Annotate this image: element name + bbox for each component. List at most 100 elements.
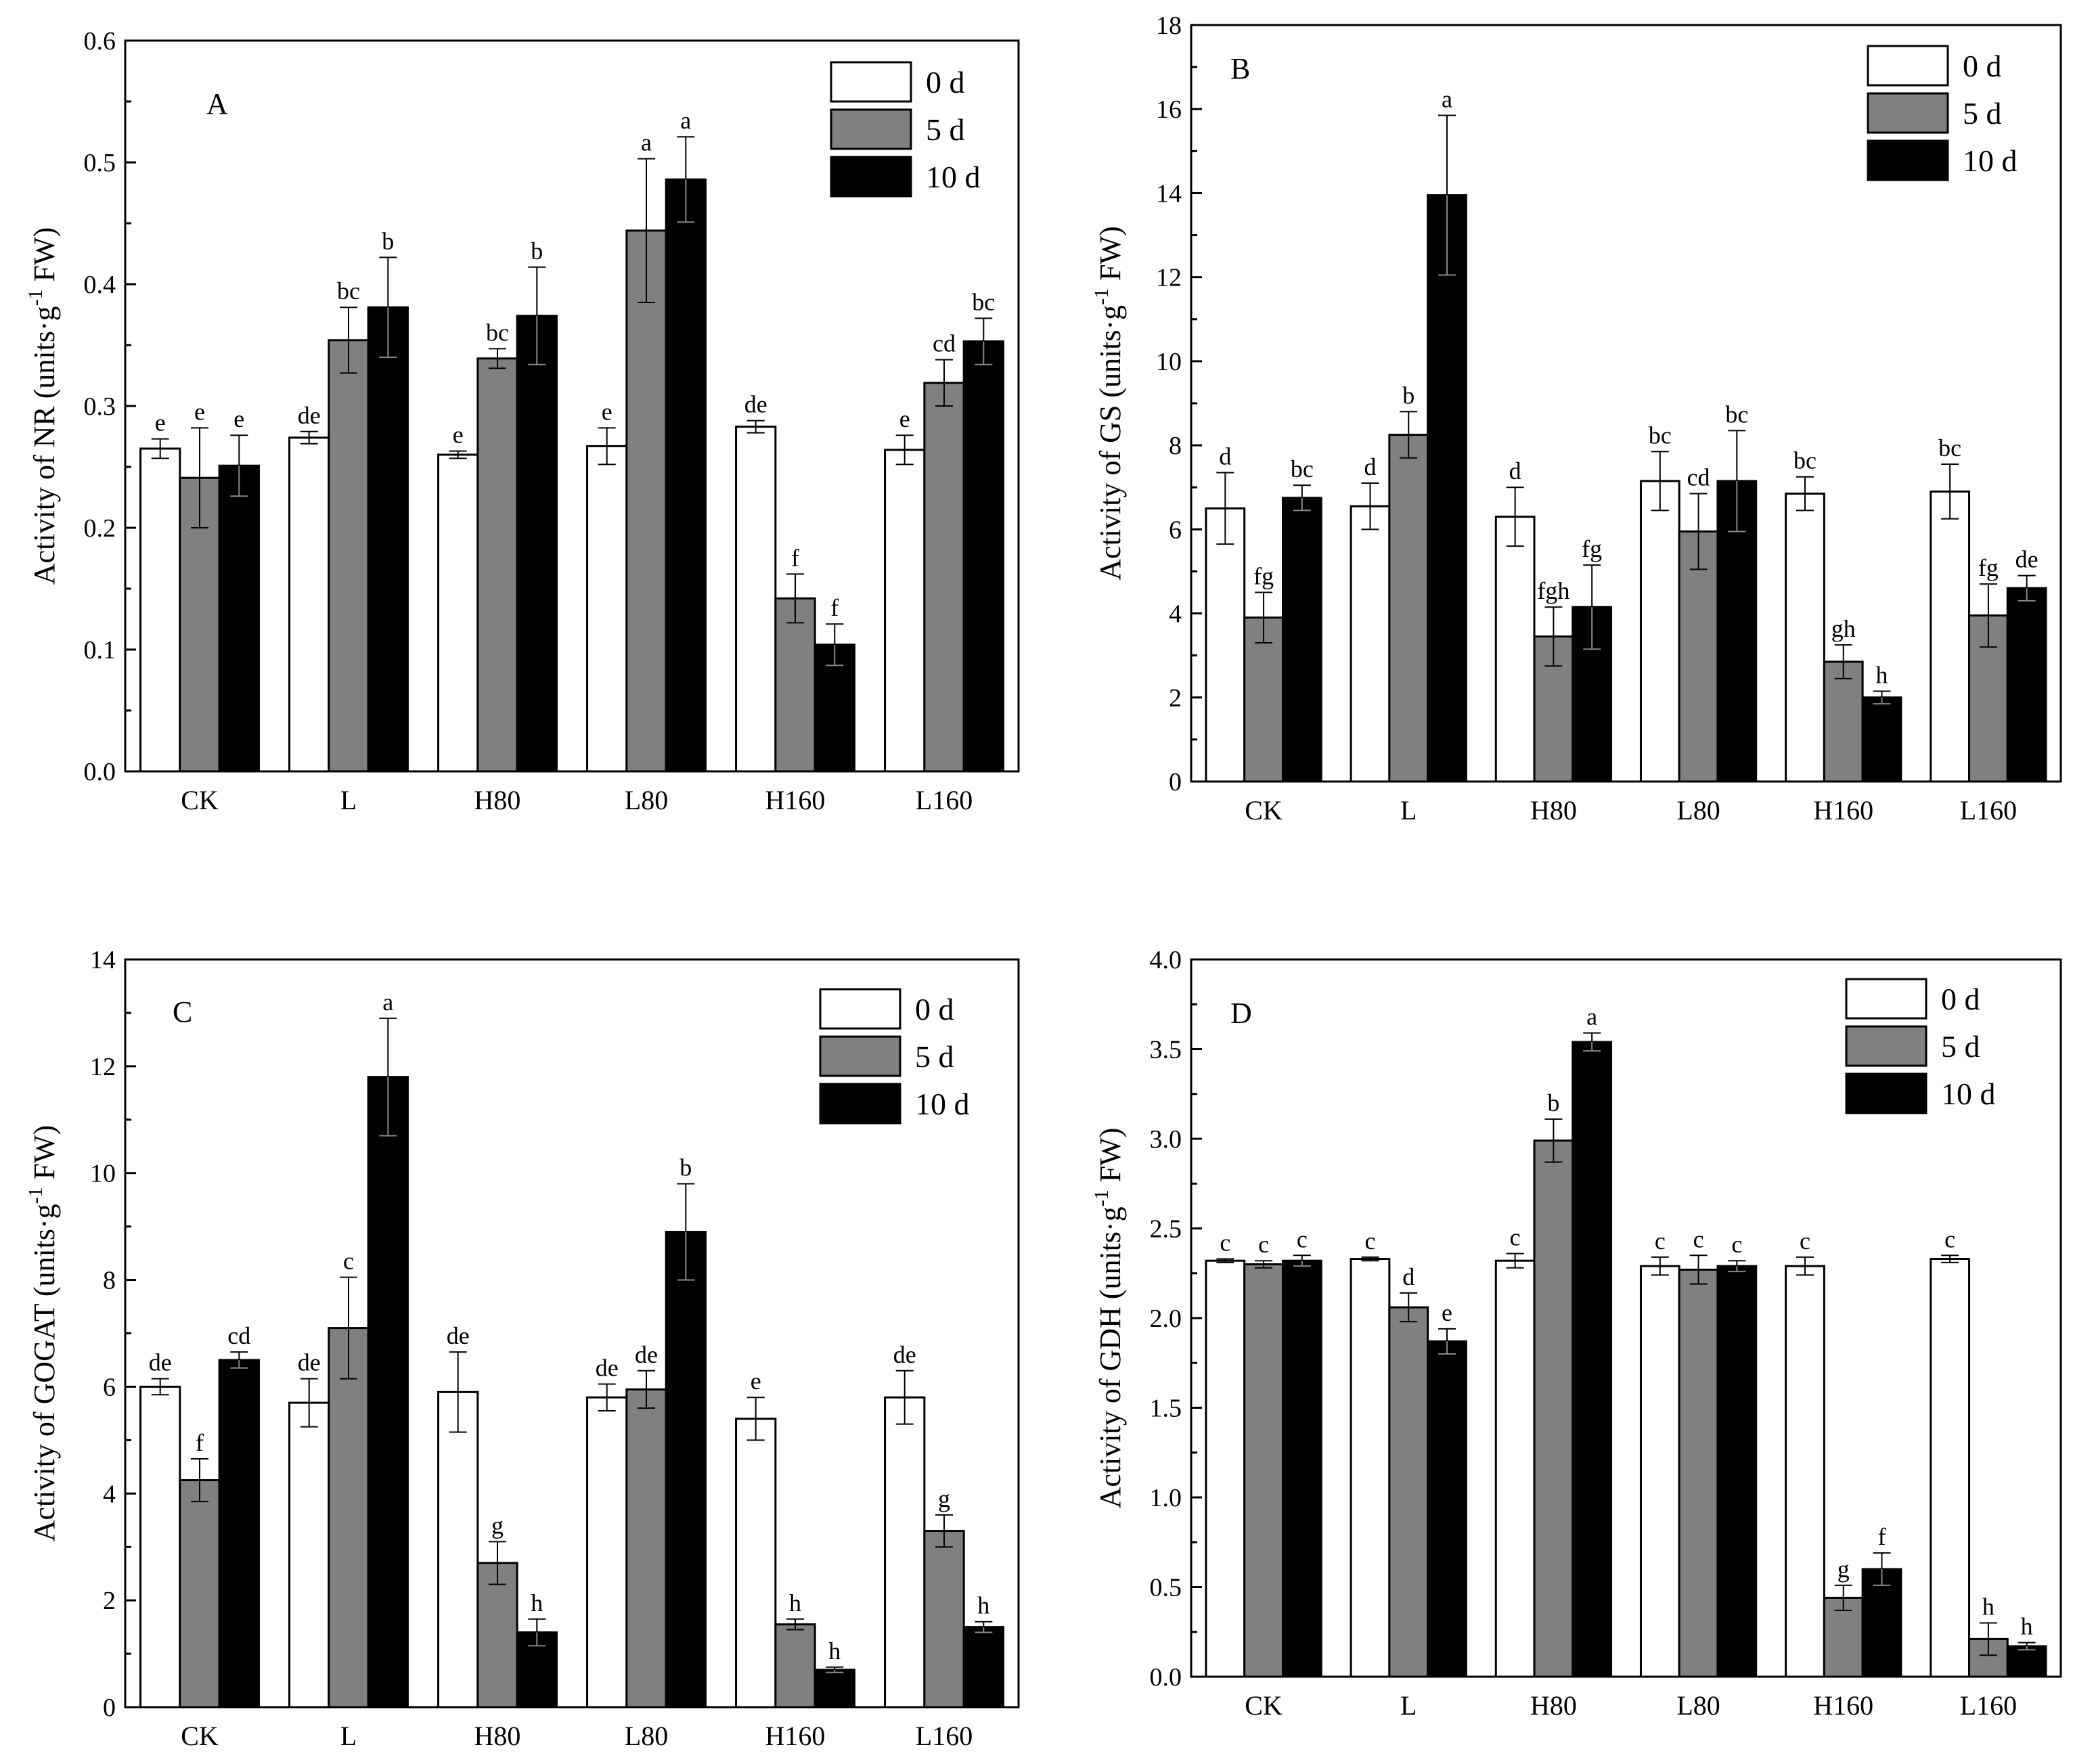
significance-letter: fgh <box>1537 577 1569 604</box>
y-tick-label: 14 <box>90 946 116 974</box>
significance-letter: g <box>1837 1556 1850 1583</box>
bar-5d <box>774 1623 816 1709</box>
bar-10d <box>665 178 707 773</box>
x-tick-label: L <box>340 1721 357 1751</box>
bar-5d <box>476 1562 518 1709</box>
significance-letter: h <box>977 1592 989 1619</box>
significance-letter: a <box>641 129 652 156</box>
y-tick-label: 3.0 <box>1150 1125 1182 1154</box>
y-axis-title-end: FW) <box>28 227 61 290</box>
y-tick-label: 0.2 <box>84 514 116 543</box>
bar-0d <box>1930 490 1971 783</box>
legend-label: 0 d <box>1963 49 2002 83</box>
significance-letter: c <box>1365 1227 1376 1254</box>
significance-letter: de <box>893 1341 916 1368</box>
significance-letter: fg <box>1978 554 1999 581</box>
legend-swatch <box>1845 1072 1927 1114</box>
x-tick-label: CK <box>1245 1690 1283 1721</box>
y-tick-label: 0.1 <box>84 636 116 664</box>
bar-10d <box>1572 1041 1613 1678</box>
y-axis-title: Activity of GOGAT (units·g-1 FW) <box>24 1125 61 1542</box>
bar-5d <box>328 339 370 773</box>
y-tick-label: 8 <box>103 1267 116 1295</box>
significance-letter: b <box>1402 382 1414 409</box>
legend: 0 d 5 d 10 d <box>819 988 970 1125</box>
significance-letter: de <box>596 1354 619 1381</box>
bar-0d <box>288 436 330 773</box>
legend-swatch <box>1867 92 1949 134</box>
significance-letter: b <box>382 227 394 254</box>
significance-letter: a <box>1442 86 1452 113</box>
y-axis-title-sup: -1 <box>1090 288 1113 305</box>
bar-0d <box>1350 1258 1391 1678</box>
y-tick-label: 2.0 <box>1150 1305 1182 1333</box>
bar-10d <box>2006 1645 2047 1678</box>
significance-letter: cd <box>227 1322 250 1349</box>
significance-letter: cd <box>933 330 956 357</box>
y-tick-label: 4 <box>103 1480 116 1508</box>
y-axis-title-main: Activity of GOGAT (units·g <box>28 1204 61 1541</box>
bar-0d <box>1494 516 1536 783</box>
bar-5d <box>774 597 816 773</box>
bar-0d <box>139 447 181 773</box>
bar-0d <box>437 453 479 773</box>
bar-10d <box>516 315 558 773</box>
x-tick-label: H160 <box>765 785 826 815</box>
legend-label: 0 d <box>915 992 954 1026</box>
bar-0d <box>1205 1259 1246 1678</box>
y-tick-label: 16 <box>1156 95 1182 124</box>
y-axis-title-end: FW) <box>1094 1128 1127 1190</box>
y-axis-title-main: Activity of GS (units·g <box>1094 305 1127 581</box>
bar-10d <box>962 340 1004 773</box>
y-tick-label: 10 <box>90 1160 116 1188</box>
bar-5d <box>1823 660 1864 783</box>
bar-0d <box>884 1396 926 1709</box>
y-tick-label: 6 <box>103 1373 116 1401</box>
significance-letter: bc <box>1793 447 1816 474</box>
bar-5d <box>328 1327 370 1709</box>
significance-letter: cd <box>1687 464 1710 491</box>
bar-5d <box>1388 1306 1429 1678</box>
x-tick-label: L160 <box>1960 1690 2017 1721</box>
panel-letter: A <box>206 87 228 120</box>
significance-letter: bc <box>1725 401 1748 428</box>
significance-letter: de <box>298 1349 321 1376</box>
legend-label: 0 d <box>926 65 965 99</box>
significance-letter: fg <box>1253 563 1274 590</box>
bar-0d <box>288 1401 330 1709</box>
significance-letter: b <box>531 238 543 265</box>
bar-5d <box>625 1388 667 1709</box>
x-tick-label: CK <box>181 1721 219 1751</box>
bar-10d <box>2006 587 2047 783</box>
significance-letter: e <box>194 398 205 425</box>
legend-swatch <box>830 156 912 198</box>
y-tick-label: 1.0 <box>1150 1484 1182 1512</box>
significance-letter: bc <box>1649 422 1672 449</box>
significance-letter: d <box>1402 1263 1414 1290</box>
y-axis-title: Activity of GDH (units·g-1 FW) <box>1090 1128 1127 1509</box>
significance-letter: e <box>155 409 166 436</box>
bar-0d <box>437 1390 479 1709</box>
bar-0d <box>1205 507 1246 783</box>
significance-letter: c <box>1258 1231 1269 1258</box>
significance-letter: h <box>2021 1613 2033 1640</box>
significance-letter: c <box>1693 1225 1704 1252</box>
bar-5d <box>923 382 965 773</box>
significance-letter: e <box>453 422 464 449</box>
y-tick-label: 0.4 <box>84 271 116 299</box>
legend-label: 0 d <box>1941 982 1980 1016</box>
significance-letter: f <box>830 594 839 621</box>
bar-0d <box>735 426 777 773</box>
legend-swatch <box>830 108 912 150</box>
y-tick-label: 12 <box>90 1053 116 1081</box>
significance-letter: e <box>233 405 244 432</box>
legend-label: 10 d <box>1941 1077 1996 1111</box>
legend-swatch <box>819 1083 901 1125</box>
legend-swatch <box>819 988 901 1030</box>
x-tick-label: L80 <box>625 1721 668 1751</box>
bar-10d <box>218 464 260 773</box>
x-tick-label: CK <box>1245 795 1283 826</box>
bar-0d <box>139 1385 181 1709</box>
panel-a: 0.0 0.1 0.2 0.3 0.4 0.5 0.6 Activity of NR (uni… <box>24 27 1020 815</box>
significance-letter: a <box>382 989 393 1016</box>
